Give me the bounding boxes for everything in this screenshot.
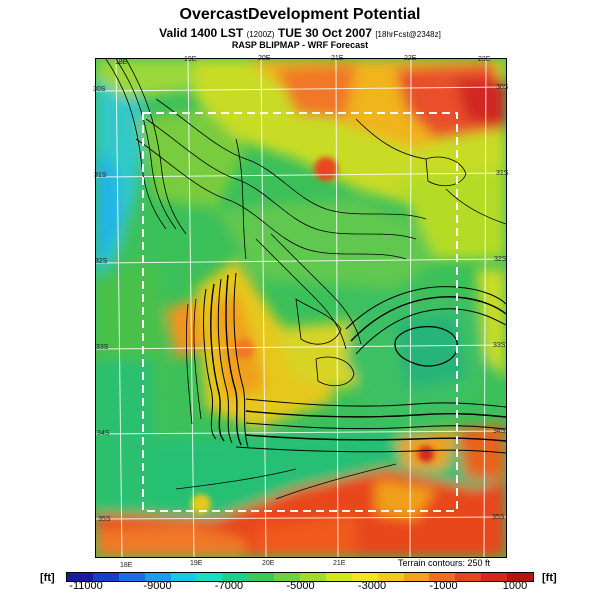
lat-label-left: 33S xyxy=(96,344,109,351)
colorbar-segment xyxy=(507,573,534,581)
valid-time: Valid 1400 LST (1200Z) TUE 30 Oct 2007 [… xyxy=(0,26,600,40)
map-subtitle: RASP BLIPMAP - WRF Forecast xyxy=(231,40,369,50)
colorbar-unit-left: [ft] xyxy=(40,572,55,584)
lat-label-left: 31S xyxy=(94,172,107,179)
lat-label-right: 31S xyxy=(496,170,509,177)
lat-label-right: 35S xyxy=(492,514,505,521)
lat-label-left: 34S xyxy=(97,430,110,437)
colorbar-segment xyxy=(300,573,326,581)
colorbar-segment xyxy=(248,573,275,581)
lat-label-right: 32S xyxy=(494,256,507,263)
lon-label-top: 19E xyxy=(184,56,197,63)
lon-label-top: 22E xyxy=(404,55,417,62)
lon-label-bottom: 18E xyxy=(120,562,133,569)
lon-label-top: 21E xyxy=(331,55,344,62)
forecast-map[interactable] xyxy=(95,58,507,558)
colorbar-segment xyxy=(274,573,301,581)
valid-date: TUE 30 Oct 2007 xyxy=(277,26,372,40)
colorbar-segment xyxy=(170,573,197,581)
graticule xyxy=(96,59,506,557)
colorbar-segment xyxy=(67,573,93,581)
colorbar-segment xyxy=(196,573,223,581)
colorbar xyxy=(66,572,534,582)
colorbar-tick-label: -9000 xyxy=(143,580,172,592)
colorbar-segment xyxy=(92,573,119,581)
colorbar-segment xyxy=(222,573,249,581)
valid-prefix: Valid 1400 LST xyxy=(159,26,244,40)
colorbar-tick-label: -5000 xyxy=(286,580,315,592)
inner-domain-box xyxy=(142,112,458,512)
colorbar-segment xyxy=(144,573,171,581)
colorbar-segment xyxy=(377,573,404,581)
page-title: OvercastDevelopment Potential xyxy=(179,6,421,23)
colorbar-tick-label: -1000 xyxy=(429,580,458,592)
lat-label-right: 33S xyxy=(493,342,506,349)
lat-label-left: 32S xyxy=(95,258,108,265)
lon-label-top: 20E xyxy=(258,55,271,62)
lat-label-left: 35S xyxy=(98,516,111,523)
colorbar-tick-label: 1000 xyxy=(502,580,528,592)
lon-label-bottom: 20E xyxy=(262,560,275,567)
colorbar-segment xyxy=(429,573,456,581)
colorbar-unit-right: [ft] xyxy=(542,572,557,584)
terrain-contours xyxy=(105,59,506,500)
lat-label-right: 30S xyxy=(496,84,509,91)
colorbar-segment xyxy=(118,573,145,581)
map-graphic xyxy=(96,59,506,557)
lon-label-top: 18E xyxy=(115,59,128,66)
colorbar-segment xyxy=(455,573,482,581)
lon-label-bottom: 21E xyxy=(333,560,346,567)
colorbar-tick-label: -7000 xyxy=(214,580,244,592)
colorbar-tick-label: -3000 xyxy=(357,580,387,592)
colorbar-segment xyxy=(403,573,430,581)
valid-code: (1200Z) xyxy=(246,30,275,39)
colorbar-segment xyxy=(351,573,378,581)
colorbar-tick-label: -11000 xyxy=(69,580,103,592)
colorbar-segment xyxy=(325,573,352,581)
lat-label-left: 30S xyxy=(93,86,106,93)
lat-label-right: 34S xyxy=(493,428,506,435)
forecast-code: [18hrFcst@2348z] xyxy=(375,30,441,39)
lon-label-top: 23E xyxy=(478,56,491,63)
colorbar-segment xyxy=(481,573,508,581)
terrain-contours-note: Terrain contours: 250 ft xyxy=(398,558,491,568)
lon-label-bottom: 19E xyxy=(190,560,203,567)
